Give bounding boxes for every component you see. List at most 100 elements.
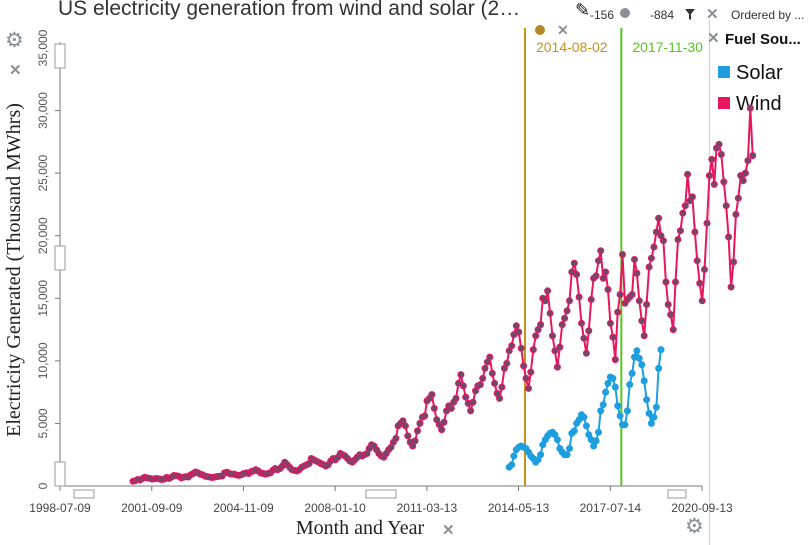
data-point-wind[interactable]: [527, 368, 535, 376]
data-point-solar[interactable]: [638, 361, 646, 369]
data-point-wind[interactable]: [481, 364, 489, 372]
data-point-wind[interactable]: [549, 332, 556, 340]
data-point-solar[interactable]: [563, 451, 571, 459]
marker-dot-icon[interactable]: [534, 25, 545, 35]
data-point-solar[interactable]: [597, 407, 605, 415]
data-point-wind[interactable]: [491, 379, 499, 387]
data-point-solar[interactable]: [621, 421, 629, 429]
data-point-wind[interactable]: [592, 272, 600, 280]
data-point-wind[interactable]: [537, 321, 545, 329]
data-point-wind[interactable]: [496, 394, 503, 402]
data-point-wind[interactable]: [541, 297, 549, 305]
data-point-wind[interactable]: [708, 155, 716, 163]
data-point-solar[interactable]: [633, 347, 641, 355]
data-point-wind[interactable]: [498, 383, 506, 391]
data-point-solar[interactable]: [508, 461, 516, 469]
data-point-wind[interactable]: [529, 346, 537, 354]
data-point-wind[interactable]: [674, 236, 682, 243]
data-point-wind[interactable]: [635, 297, 643, 305]
data-point-wind[interactable]: [664, 301, 672, 308]
data-point-wind[interactable]: [616, 291, 624, 298]
data-point-wind[interactable]: [476, 381, 484, 389]
data-point-wind[interactable]: [428, 391, 436, 399]
data-point-wind[interactable]: [452, 394, 460, 402]
data-point-wind[interactable]: [741, 169, 749, 177]
data-point-wind[interactable]: [717, 150, 725, 158]
data-point-wind[interactable]: [611, 356, 619, 364]
legend-close-icon[interactable]: ✕: [707, 30, 720, 47]
data-point-wind[interactable]: [672, 278, 679, 286]
data-point-solar[interactable]: [643, 396, 651, 404]
data-point-wind[interactable]: [558, 321, 566, 329]
data-point-wind[interactable]: [727, 283, 735, 291]
data-point-wind[interactable]: [631, 256, 638, 263]
data-point-wind[interactable]: [705, 172, 713, 180]
data-point-solar[interactable]: [628, 369, 636, 377]
data-point-wind[interactable]: [595, 257, 602, 265]
data-point-wind[interactable]: [551, 347, 559, 355]
data-point-wind[interactable]: [703, 219, 711, 227]
data-point-solar[interactable]: [566, 445, 573, 452]
data-point-wind[interactable]: [544, 287, 552, 295]
filter-icon[interactable]: [684, 8, 696, 21]
data-point-wind[interactable]: [679, 209, 687, 217]
data-point-wind[interactable]: [486, 353, 494, 361]
data-point-wind[interactable]: [585, 327, 593, 335]
data-point-wind[interactable]: [722, 202, 730, 210]
x-axis-pan-handle[interactable]: [365, 489, 397, 499]
data-point-wind[interactable]: [503, 359, 511, 367]
data-point-wind[interactable]: [587, 296, 595, 303]
data-point-wind[interactable]: [573, 271, 581, 278]
data-point-wind[interactable]: [696, 279, 704, 287]
data-point-wind[interactable]: [701, 266, 708, 273]
data-point-solar[interactable]: [640, 377, 648, 385]
data-point-wind[interactable]: [643, 301, 651, 308]
data-point-wind[interactable]: [447, 404, 455, 412]
data-point-solar[interactable]: [611, 383, 619, 391]
data-point-wind[interactable]: [566, 297, 573, 305]
data-point-wind[interactable]: [684, 170, 692, 178]
data-point-solar[interactable]: [580, 413, 588, 421]
data-point-wind[interactable]: [749, 152, 757, 160]
data-point-wind[interactable]: [575, 293, 583, 301]
data-point-wind[interactable]: [614, 308, 622, 316]
data-point-wind[interactable]: [638, 317, 646, 325]
data-point-wind[interactable]: [604, 286, 612, 293]
y-axis-min-handle[interactable]: [54, 461, 66, 487]
data-point-solar[interactable]: [599, 401, 607, 409]
data-point-wind[interactable]: [667, 311, 675, 319]
x-axis-settings-gear-icon[interactable]: ⚙: [685, 515, 704, 538]
data-point-wind[interactable]: [401, 422, 409, 430]
data-point-wind[interactable]: [715, 140, 723, 148]
data-point-wind[interactable]: [440, 418, 448, 426]
data-point-solar[interactable]: [650, 413, 658, 421]
data-point-wind[interactable]: [720, 178, 728, 186]
data-point-wind[interactable]: [414, 427, 421, 435]
x-axis-title-close-icon[interactable]: ✕: [442, 522, 455, 539]
data-point-solar[interactable]: [614, 402, 622, 410]
data-point-wind[interactable]: [462, 393, 470, 401]
y-axis-max-handle[interactable]: [54, 43, 66, 69]
data-point-wind[interactable]: [411, 437, 419, 445]
ordered-by-label[interactable]: Ordered by ...: [731, 8, 805, 22]
data-point-wind[interactable]: [640, 332, 648, 340]
x-axis-max-handle[interactable]: [667, 489, 687, 499]
data-point-wind[interactable]: [570, 259, 578, 267]
data-point-solar[interactable]: [655, 364, 663, 372]
data-point-wind[interactable]: [710, 180, 718, 188]
data-point-wind[interactable]: [633, 269, 641, 277]
data-point-wind[interactable]: [553, 363, 561, 371]
data-point-wind[interactable]: [520, 362, 528, 370]
data-point-wind[interactable]: [404, 432, 412, 440]
data-point-solar[interactable]: [647, 419, 655, 427]
data-point-wind[interactable]: [693, 257, 701, 265]
pencil-icon[interactable]: ✎: [575, 0, 591, 20]
data-point-wind[interactable]: [655, 214, 663, 222]
y-axis-settings-gear-icon[interactable]: ⚙: [5, 29, 24, 52]
data-point-wind[interactable]: [698, 297, 706, 305]
data-point-wind[interactable]: [628, 291, 636, 298]
data-point-wind[interactable]: [691, 228, 699, 236]
data-point-solar[interactable]: [652, 403, 660, 411]
data-point-solar[interactable]: [635, 354, 643, 362]
data-point-solar[interactable]: [657, 346, 665, 354]
